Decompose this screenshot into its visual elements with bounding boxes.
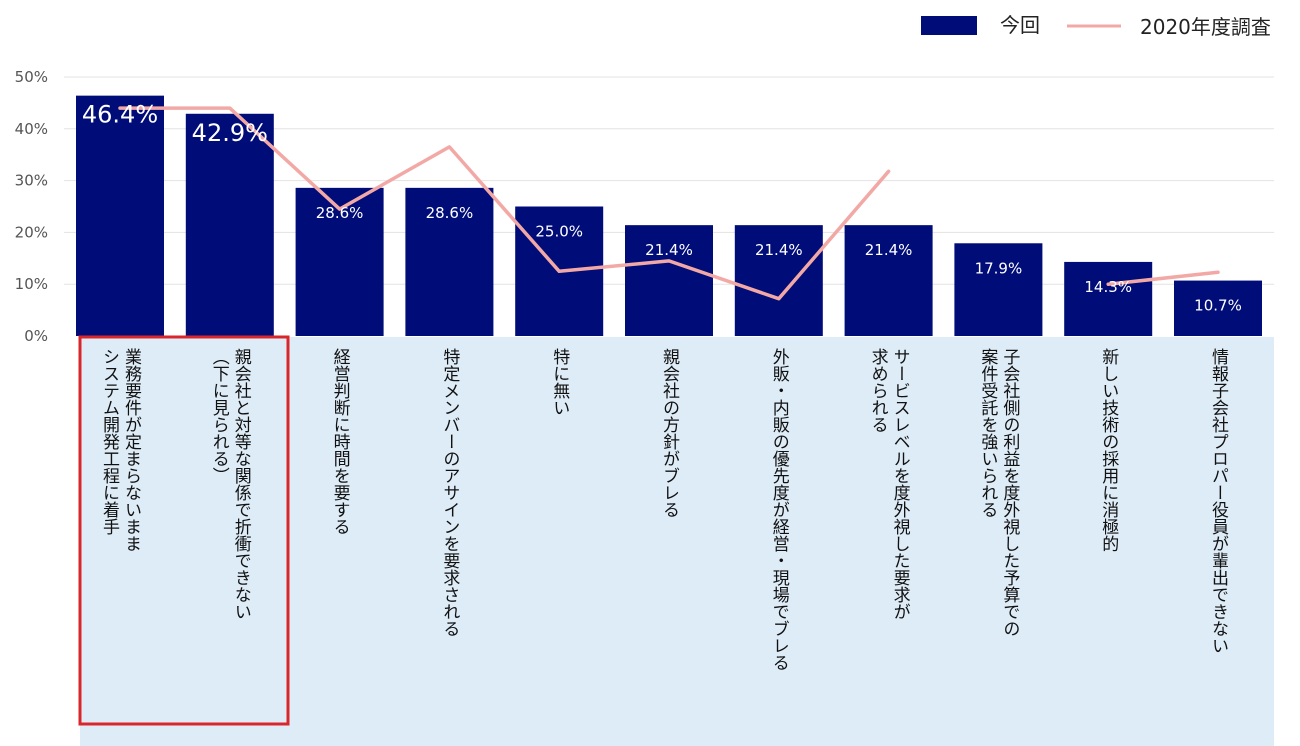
y-tick-label: 40% (15, 120, 48, 138)
bar (844, 225, 933, 336)
bars (76, 95, 1262, 336)
legend-label-line: 2020年度調査 (1140, 15, 1271, 39)
legend-label-bar: 今回 (1000, 13, 1040, 37)
bar-data-label: 21.4% (865, 241, 913, 259)
category-label: 特定メンバーのアサインを要求される (439, 348, 460, 637)
category-label: システム開発工程に着手 (99, 348, 120, 536)
highlight-box (78, 335, 290, 726)
category-label: 特に無い (549, 348, 570, 416)
category-label: 子会社側の利益を度外視した予算での (999, 348, 1020, 637)
bar-data-label: 10.7% (1194, 297, 1242, 315)
y-tick-label: 50% (15, 68, 48, 86)
category-label: 新しい技術の採用に消極的 (1098, 348, 1119, 553)
category-label: サービスレベルを度外視した要求が (890, 348, 911, 620)
bar (76, 95, 164, 336)
bar-data-label: 21.4% (645, 241, 693, 259)
bar-data-label: 28.6% (316, 204, 364, 222)
category-label: 親会社と対等な関係で折衝できない (231, 348, 252, 620)
category-label: 業務要件が定まらないまま (121, 348, 142, 552)
line-series (118, 106, 1220, 301)
bar (295, 187, 384, 336)
y-tick-label: 10% (15, 275, 48, 293)
series-line-2020 (118, 106, 891, 301)
bar-data-label: 17.9% (975, 259, 1023, 277)
y-tick-label: 30% (15, 172, 48, 190)
y-axis: 0% 10% 20% 30% 40% 50% (15, 68, 48, 345)
category-label: 求められる (868, 348, 889, 433)
bar-data-label: 21.4% (755, 241, 803, 259)
category-label-band (80, 337, 1274, 746)
bar (405, 187, 494, 336)
series-line-2020 (1106, 270, 1220, 286)
bar (734, 225, 823, 336)
bar (185, 113, 274, 336)
bar-data-label: 14.3% (1084, 278, 1132, 296)
y-tick-label: 0% (24, 327, 48, 345)
category-label: 外販・内販の優先度が経営・現場でブレる (769, 348, 790, 671)
category-label: 親会社の方針がブレる (659, 348, 680, 518)
y-tick-label: 20% (15, 223, 48, 241)
category-label: 案件受託を強いられる (977, 348, 998, 518)
bar-data-label: 28.6% (426, 204, 474, 222)
category-label: （下に見られる） (209, 348, 230, 484)
bar-data-label: 25.0% (535, 223, 583, 241)
bar-data-label: 42.9% (192, 119, 268, 147)
legend-swatch-bar (921, 16, 977, 35)
bar-data-labels: 46.4% 42.9% 28.6% 28.6% 25.0% 21.4% 21.4% 21.4%… (82, 101, 1242, 315)
category-label: 経営判断に時間を要する (330, 348, 351, 535)
bar (625, 225, 713, 336)
bar (1064, 261, 1153, 336)
bar-data-label: 46.4% (82, 101, 158, 129)
category-label: 情報子会社プロパー役員が輩出できない (1208, 348, 1229, 654)
legend: 今回 2020年度調査 (921, 13, 1271, 39)
bar (1174, 280, 1262, 336)
bar (954, 243, 1043, 336)
